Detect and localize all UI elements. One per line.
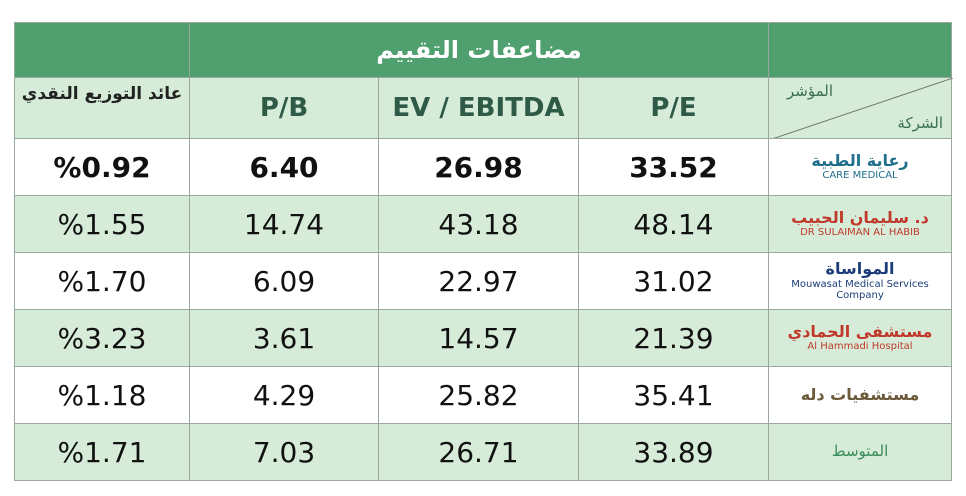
column-header: P/B bbox=[259, 93, 309, 123]
data-cell: 26.98 bbox=[378, 138, 579, 196]
data-cell: 6.09 bbox=[189, 252, 379, 310]
company-text: المتوسط bbox=[831, 442, 889, 461]
data-cell: 3.61 bbox=[189, 309, 379, 367]
company-text: رعاية الطبية bbox=[811, 151, 909, 171]
cell-value: 7.03 bbox=[252, 435, 316, 469]
cell-value: 43.18 bbox=[438, 207, 519, 241]
cell-value: 25.82 bbox=[438, 378, 519, 412]
header-blank bbox=[14, 22, 190, 78]
cell-value: %0.92 bbox=[53, 150, 151, 184]
group-header-text: مضاعفات التقييم bbox=[376, 36, 582, 64]
data-cell: 14.74 bbox=[189, 195, 379, 253]
corner-bottom: الشركة bbox=[897, 114, 943, 132]
cell-value: %1.18 bbox=[57, 378, 147, 412]
data-cell: 4.29 bbox=[189, 366, 379, 424]
company-cell: مستشفيات دله bbox=[768, 366, 952, 424]
data-cell: 35.41 bbox=[578, 366, 769, 424]
cell-value: 14.74 bbox=[243, 207, 325, 241]
group-header: مضاعفات التقييم bbox=[189, 22, 769, 78]
cell-value: 22.97 bbox=[438, 264, 519, 298]
data-cell: 31.02 bbox=[578, 252, 769, 310]
data-cell: 33.89 bbox=[578, 423, 769, 481]
company-text: Mouwasat Medical Services Company bbox=[791, 278, 929, 302]
data-cell: 14.57 bbox=[378, 309, 579, 367]
cell-value: 31.02 bbox=[633, 264, 714, 298]
cell-value: 21.39 bbox=[633, 321, 714, 355]
cell-value: %1.55 bbox=[57, 207, 147, 241]
company-text: مستشفى الحمادي bbox=[787, 322, 933, 342]
cell-value: %3.23 bbox=[57, 321, 147, 355]
data-cell: 6.40 bbox=[189, 138, 379, 196]
cell-value: %1.70 bbox=[57, 264, 147, 298]
column-header: EV / EBITDA bbox=[392, 93, 565, 123]
data-cell: 25.82 bbox=[378, 366, 579, 424]
company-cell: المواساة Mouwasat Medical Services Compan… bbox=[768, 252, 952, 310]
company-cell: رعاية الطبية CARE MEDICAL bbox=[768, 138, 952, 196]
company-cell: المتوسط bbox=[768, 423, 952, 481]
cell-value: 26.71 bbox=[438, 435, 519, 469]
data-cell: 26.71 bbox=[378, 423, 579, 481]
cell-value: 35.41 bbox=[633, 378, 714, 412]
cell-value: 48.14 bbox=[633, 207, 714, 241]
data-cell: 43.18 bbox=[378, 195, 579, 253]
company-text: DR SULAIMAN AL HABIB bbox=[800, 227, 920, 239]
data-cell: 48.14 bbox=[578, 195, 769, 253]
data-cell: %0.92 bbox=[14, 138, 190, 196]
data-cell: 33.52 bbox=[578, 138, 769, 196]
cell-value: 33.52 bbox=[629, 150, 718, 184]
corner-top: المؤشر bbox=[787, 82, 834, 100]
column-header-cell: P/B bbox=[189, 77, 379, 139]
data-cell: 7.03 bbox=[189, 423, 379, 481]
cell-value: 6.40 bbox=[249, 150, 319, 184]
data-cell: %1.55 bbox=[14, 195, 190, 253]
company-text: المواساة bbox=[825, 259, 895, 279]
company-text: CARE MEDICAL bbox=[822, 170, 898, 182]
corner-cell: المؤشر الشركة bbox=[768, 77, 953, 140]
header-blank bbox=[768, 22, 952, 78]
data-cell: %1.70 bbox=[14, 252, 190, 310]
column-header-cell: عائد التوزيع النقدي bbox=[14, 77, 190, 139]
company-cell: د. سليمان الحبيب DR SULAIMAN AL HABIB bbox=[768, 195, 952, 253]
cell-value: 4.29 bbox=[252, 378, 316, 412]
column-header: عائد التوزيع النقدي bbox=[21, 84, 183, 104]
data-cell: %3.23 bbox=[14, 309, 190, 367]
data-cell: 21.39 bbox=[578, 309, 769, 367]
data-cell: 22.97 bbox=[378, 252, 579, 310]
cell-value: 3.61 bbox=[252, 321, 316, 355]
cell-value: %1.71 bbox=[57, 435, 147, 469]
company-text: Al Hammadi Hospital bbox=[807, 341, 913, 353]
company-text: مستشفيات دله bbox=[800, 384, 920, 404]
column-header: P/E bbox=[650, 93, 697, 123]
cell-value: 6.09 bbox=[252, 264, 316, 298]
company-text: د. سليمان الحبيب bbox=[791, 208, 929, 228]
cell-value: 14.57 bbox=[438, 321, 519, 355]
column-header-cell: EV / EBITDA bbox=[378, 77, 579, 139]
column-header-cell: P/E bbox=[578, 77, 769, 139]
cell-value: 26.98 bbox=[434, 150, 523, 184]
diagonal bbox=[769, 78, 953, 140]
data-cell: %1.18 bbox=[14, 366, 190, 424]
cell-value: 33.89 bbox=[633, 435, 714, 469]
data-cell: %1.71 bbox=[14, 423, 190, 481]
company-cell: مستشفى الحمادي Al Hammadi Hospital bbox=[768, 309, 952, 367]
